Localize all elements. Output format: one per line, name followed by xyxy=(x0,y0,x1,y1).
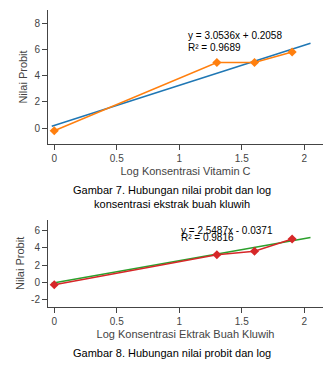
svg-text:y = 2.5487x - 0.0371: y = 2.5487x - 0.0371 xyxy=(181,225,273,236)
svg-text:1: 1 xyxy=(176,153,182,164)
svg-text:4: 4 xyxy=(34,242,40,253)
svg-text:1.5: 1.5 xyxy=(235,153,249,164)
svg-text:-2: -2 xyxy=(31,294,40,305)
svg-text:6: 6 xyxy=(34,225,40,236)
svg-text:0.5: 0.5 xyxy=(110,153,124,164)
svg-text:R² = 0.9689: R² = 0.9689 xyxy=(188,42,241,53)
svg-text:Nilai Probit: Nilai Probit xyxy=(17,50,29,103)
svg-text:Gambar 8. Hubungan nilai probi: Gambar 8. Hubungan nilai probit dan log xyxy=(73,347,271,359)
svg-text:2: 2 xyxy=(301,153,307,164)
svg-text:8: 8 xyxy=(34,18,40,29)
svg-text:R² = 0.9816: R² = 0.9816 xyxy=(181,232,234,243)
svg-text:Log Konsentrasi Ektrak Buah Kl: Log Konsentrasi Ektrak Buah Kluwih xyxy=(97,328,275,340)
svg-text:4: 4 xyxy=(34,70,40,81)
svg-text:Log Konsentrasi Vitamin C: Log Konsentrasi Vitamin C xyxy=(120,165,250,177)
svg-text:2: 2 xyxy=(34,260,40,271)
svg-text:Nilai Probit: Nilai Probit xyxy=(14,237,26,290)
svg-text:0: 0 xyxy=(51,316,57,327)
svg-text:0: 0 xyxy=(34,277,40,288)
svg-text:6: 6 xyxy=(34,44,40,55)
svg-text:0: 0 xyxy=(51,153,57,164)
svg-text:2: 2 xyxy=(34,96,40,107)
svg-text:y = 3.0536x + 0.2058: y = 3.0536x + 0.2058 xyxy=(188,30,282,41)
svg-text:1.5: 1.5 xyxy=(235,316,249,327)
svg-text:Gambar 7. Hubungan nilai probi: Gambar 7. Hubungan nilai probit dan logk… xyxy=(73,184,271,210)
svg-text:1: 1 xyxy=(176,316,182,327)
svg-text:0: 0 xyxy=(34,123,40,134)
svg-text:2: 2 xyxy=(301,316,307,327)
svg-text:0.5: 0.5 xyxy=(110,316,124,327)
